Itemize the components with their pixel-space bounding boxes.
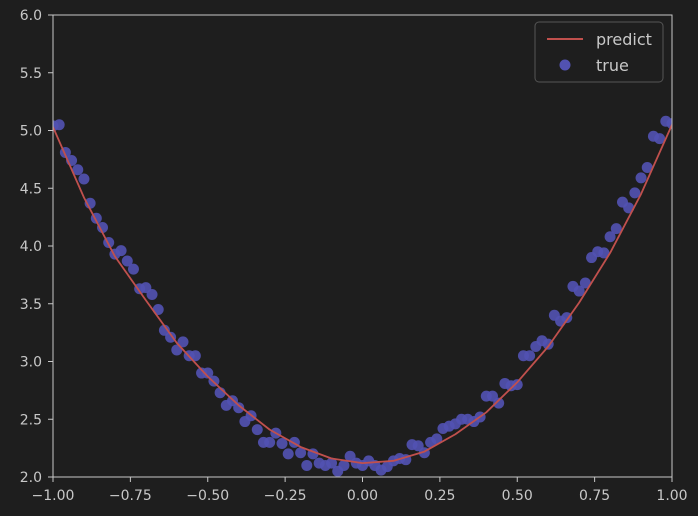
true-point — [654, 133, 666, 145]
true-point — [251, 424, 263, 436]
true-point — [579, 277, 591, 289]
true-point — [84, 197, 96, 209]
legend-label: true — [596, 56, 629, 75]
true-point — [598, 247, 610, 259]
true-point — [276, 438, 288, 449]
legend-true-swatch — [559, 59, 571, 71]
y-tick-label: 6.0 — [20, 8, 42, 24]
true-point — [635, 172, 647, 184]
y-tick-label: 2.5 — [20, 412, 42, 428]
true-point — [78, 173, 90, 185]
x-tick-label: −0.25 — [264, 488, 307, 504]
y-tick-label: 4.0 — [20, 239, 42, 255]
true-point — [338, 459, 350, 471]
y-tick-label: 4.5 — [20, 181, 42, 197]
x-tick-label: 0.75 — [579, 488, 610, 504]
x-tick-label: 0.00 — [347, 488, 378, 504]
true-point — [282, 448, 294, 460]
x-tick-label: 0.50 — [502, 488, 533, 504]
true-point — [573, 285, 585, 297]
y-tick-label: 3.0 — [20, 355, 42, 371]
y-tick-label: 5.5 — [20, 66, 42, 82]
plot-area — [53, 115, 672, 477]
true-point — [146, 289, 158, 301]
true-point — [610, 223, 622, 235]
true-point — [301, 459, 313, 471]
true-point — [177, 336, 189, 348]
true-point — [115, 245, 127, 257]
y-tick-label: 2.0 — [20, 470, 42, 486]
x-tick-label: −0.75 — [109, 488, 152, 504]
true-point — [189, 350, 201, 362]
true-point — [127, 263, 139, 275]
legend-label: predict — [596, 30, 652, 49]
plot-clip-group — [53, 115, 672, 477]
x-tick-label: 1.00 — [656, 488, 687, 504]
true-point — [326, 457, 338, 469]
true-point — [53, 119, 65, 131]
true-point — [511, 379, 523, 391]
predict-line — [53, 124, 672, 465]
true-point — [121, 255, 133, 267]
x-tick-label: 0.25 — [424, 488, 455, 504]
true-point — [295, 447, 307, 459]
x-tick-label: −0.50 — [186, 488, 229, 504]
true-point — [264, 436, 276, 448]
axis-ticks: −1.00 −0.75 −0.50 −0.25 0.00 0.25 0.50 0.75 1.00… — [20, 8, 688, 504]
true-point — [641, 161, 653, 173]
true-point — [233, 402, 245, 414]
true-point — [493, 397, 505, 409]
true-point — [202, 367, 214, 379]
y-tick-label: 5.0 — [20, 124, 42, 140]
true-point — [604, 231, 616, 243]
true-point — [524, 350, 536, 362]
x-tick-label: −1.00 — [32, 488, 75, 504]
y-tick-label: 3.5 — [20, 297, 42, 313]
true-point — [97, 222, 109, 234]
legend: predict true — [534, 21, 664, 83]
true-point — [165, 331, 177, 343]
true-point — [431, 433, 443, 445]
true-point — [629, 187, 641, 199]
true-point — [72, 164, 84, 176]
